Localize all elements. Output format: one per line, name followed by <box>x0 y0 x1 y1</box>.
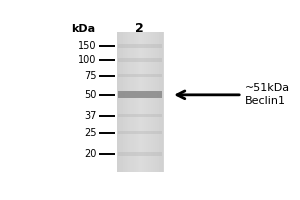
Text: kDa: kDa <box>71 24 96 34</box>
Text: 100: 100 <box>78 55 97 65</box>
Text: Beclin1: Beclin1 <box>244 96 285 106</box>
Bar <box>118 131 162 134</box>
Text: 37: 37 <box>84 111 97 121</box>
Bar <box>118 114 162 117</box>
Bar <box>118 58 162 62</box>
Bar <box>118 91 162 98</box>
Bar <box>118 44 162 48</box>
Bar <box>118 152 162 156</box>
Bar <box>118 74 162 77</box>
Bar <box>118 93 162 97</box>
Text: 25: 25 <box>84 128 97 138</box>
Bar <box>117 32 163 172</box>
Text: 2: 2 <box>135 22 144 35</box>
Text: 75: 75 <box>84 71 97 81</box>
Text: 50: 50 <box>84 90 97 100</box>
Text: ~51kDa: ~51kDa <box>244 83 290 93</box>
Text: 150: 150 <box>78 41 97 51</box>
Text: 20: 20 <box>84 149 97 159</box>
